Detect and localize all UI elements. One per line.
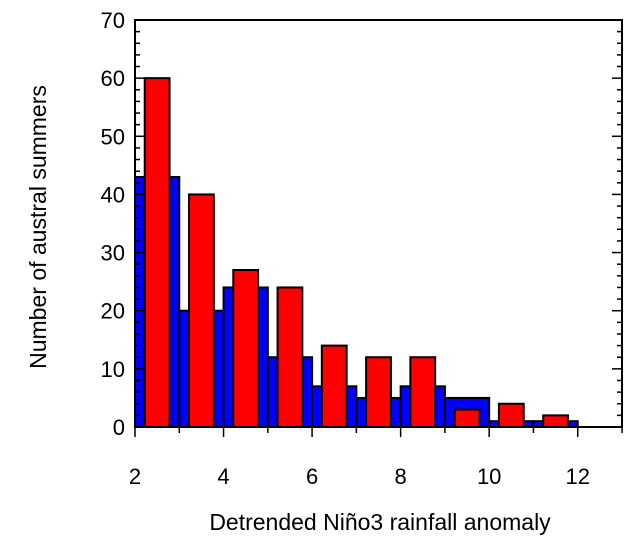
y-tick-label: 50 bbox=[101, 124, 125, 149]
y-tick-labels: 0 10 20 30 40 50 60 70 bbox=[101, 8, 125, 440]
y-tick-label: 40 bbox=[101, 182, 125, 207]
y-tick-label: 20 bbox=[101, 299, 125, 324]
red-bar bbox=[320, 344, 348, 429]
x-tick-label: 4 bbox=[217, 464, 229, 489]
y-tick-label: 0 bbox=[113, 415, 125, 440]
x-tick-label: 2 bbox=[129, 464, 141, 489]
red-bar bbox=[143, 77, 171, 429]
y-tick-label: 70 bbox=[101, 8, 125, 33]
red-bar bbox=[542, 414, 569, 429]
plot-border bbox=[134, 19, 623, 428]
x-axis-title: Detrended Niño3 rainfall anomaly bbox=[209, 509, 551, 535]
y-tick-label: 30 bbox=[101, 241, 125, 266]
plot-frame bbox=[134, 19, 623, 437]
x-tick-label: 10 bbox=[477, 464, 501, 489]
red-bar bbox=[188, 193, 215, 428]
x-tick-label: 6 bbox=[306, 464, 318, 489]
y-tick-label: 10 bbox=[101, 357, 125, 382]
red-bar bbox=[276, 286, 304, 429]
y-axis-title: Number of austral summers bbox=[25, 85, 51, 369]
red-bar bbox=[453, 408, 481, 428]
x-tick-labels: 2 4 6 8 10 12 bbox=[129, 464, 590, 489]
red-bar bbox=[409, 356, 437, 429]
x-tick-label: 8 bbox=[395, 464, 407, 489]
red-series-bars bbox=[143, 77, 569, 429]
y-tick-label: 60 bbox=[101, 66, 125, 91]
red-bar bbox=[497, 402, 525, 429]
x-tick-label: 12 bbox=[565, 464, 589, 489]
red-bar bbox=[365, 356, 392, 429]
red-bar bbox=[232, 269, 260, 428]
